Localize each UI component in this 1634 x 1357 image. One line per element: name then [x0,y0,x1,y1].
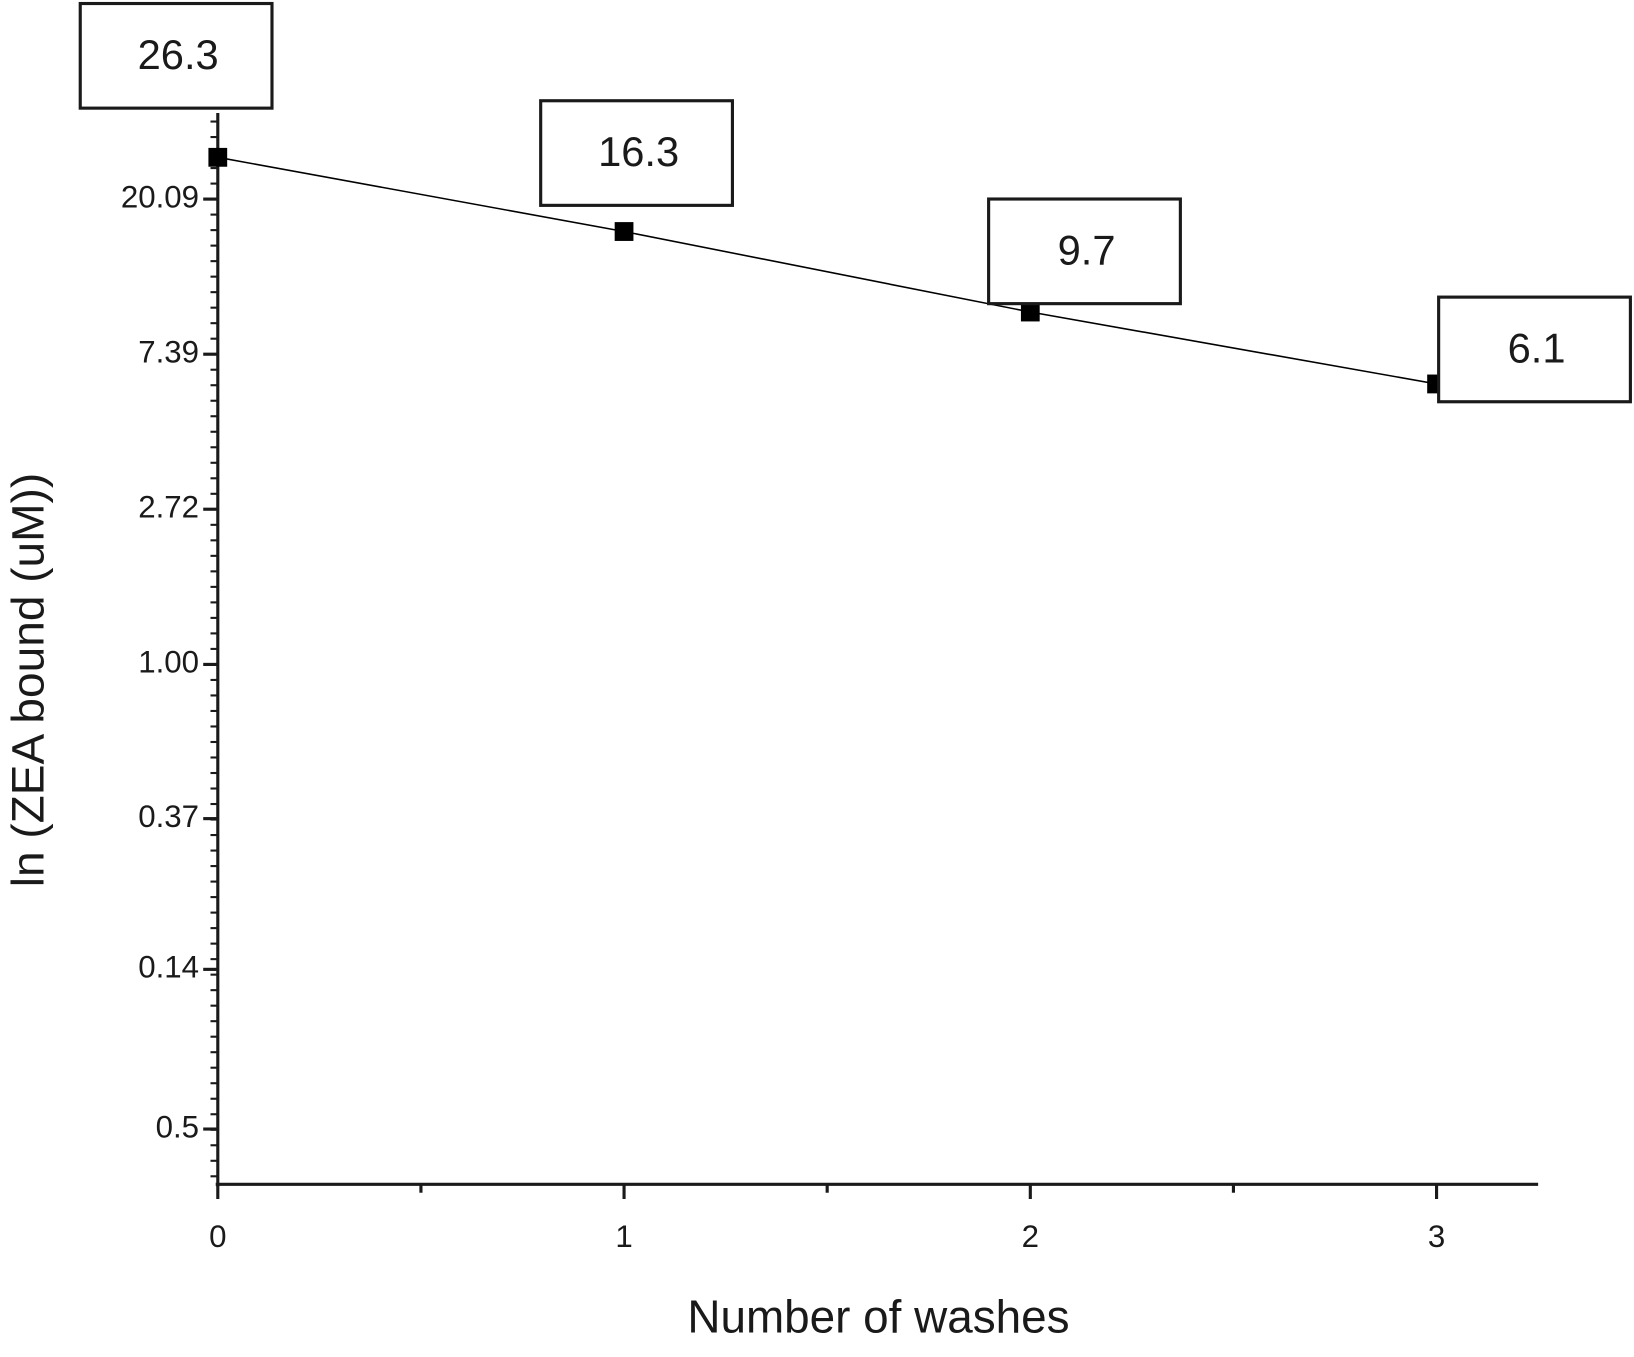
data-label-box [539,99,734,207]
y-axis-title: ln (ZEA bound (uM)) [1,473,53,887]
x-tick-label: 3 [1428,1219,1445,1254]
x-tick-label: 1 [615,1219,632,1254]
y-tick-label: 0.5 [156,1109,199,1144]
x-axis-title: Number of washes [687,1290,1069,1342]
y-tick-label: 20.09 [121,179,199,214]
data-label-box [1437,295,1632,404]
data-label: 9.7 [1058,226,1116,273]
x-tick-label: 0 [209,1219,226,1254]
marker [1020,302,1040,322]
marker [208,147,228,167]
marker [614,222,634,241]
data-label: 26.3 [138,31,219,78]
data-label-box [987,197,1182,306]
y-tick-label: 0.14 [138,950,199,985]
y-tick-label: 2.72 [138,489,199,524]
data-line [217,156,1437,385]
y-tick-label: 1.00 [138,645,199,680]
y-tick-label: 7.39 [138,334,199,369]
data-label-box [78,1,274,110]
x-tick-label: 2 [1022,1219,1039,1254]
data-label: 6.1 [1508,325,1566,372]
y-tick-label: 0.37 [138,799,199,834]
data-label: 16.3 [598,128,679,175]
